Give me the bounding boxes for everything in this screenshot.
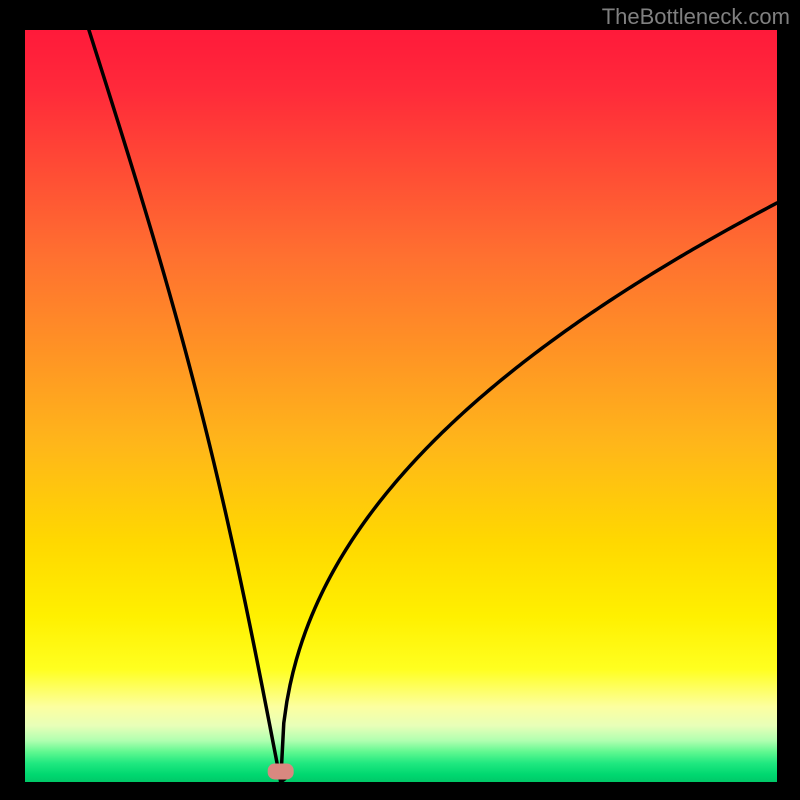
optimal-marker	[268, 763, 294, 779]
plot-background	[25, 30, 777, 782]
watermark-text: TheBottleneck.com	[602, 4, 790, 29]
bottleneck-chart: TheBottleneck.com	[0, 0, 800, 800]
